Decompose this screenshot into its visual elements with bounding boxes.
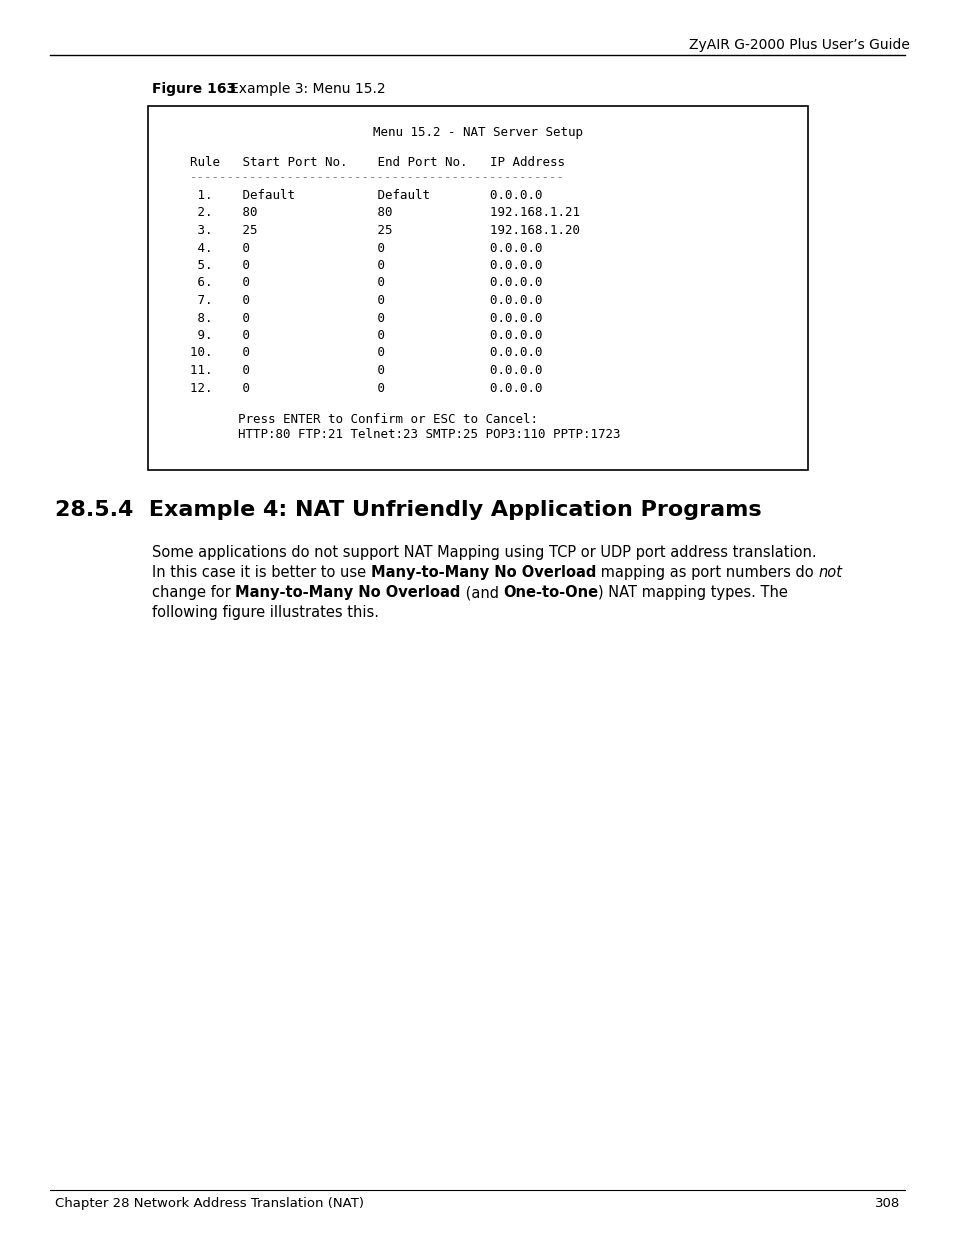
Text: One-to-One: One-to-One: [503, 585, 598, 600]
Text: change for: change for: [152, 585, 235, 600]
Text: not: not: [818, 564, 841, 580]
Text: Figure 163: Figure 163: [152, 82, 236, 96]
Text: ) NAT mapping types. The: ) NAT mapping types. The: [598, 585, 787, 600]
Text: following figure illustrates this.: following figure illustrates this.: [152, 605, 378, 620]
Text: Some applications do not support NAT Mapping using TCP or UDP port address trans: Some applications do not support NAT Map…: [152, 545, 816, 559]
Text: mapping as port numbers do: mapping as port numbers do: [596, 564, 818, 580]
Text: 308: 308: [874, 1197, 899, 1210]
Text: Example 3: Menu 15.2: Example 3: Menu 15.2: [230, 82, 385, 96]
Text: 11.    0                 0              0.0.0.0: 11. 0 0 0.0.0.0: [190, 364, 542, 377]
Text: Many-to-Many No Overload: Many-to-Many No Overload: [235, 585, 460, 600]
Text: 3.    25                25             192.168.1.20: 3. 25 25 192.168.1.20: [190, 224, 579, 237]
Text: Rule   Start Port No.    End Port No.   IP Address: Rule Start Port No. End Port No. IP Addr…: [190, 156, 564, 169]
Text: 9.    0                 0              0.0.0.0: 9. 0 0 0.0.0.0: [190, 329, 542, 342]
Text: 6.    0                 0              0.0.0.0: 6. 0 0 0.0.0.0: [190, 277, 542, 289]
Text: 4.    0                 0              0.0.0.0: 4. 0 0 0.0.0.0: [190, 242, 542, 254]
Text: 10.    0                 0              0.0.0.0: 10. 0 0 0.0.0.0: [190, 347, 542, 359]
Text: Many-to-Many No Overload: Many-to-Many No Overload: [371, 564, 596, 580]
Text: (and: (and: [460, 585, 503, 600]
Text: Press ENTER to Confirm or ESC to Cancel:: Press ENTER to Confirm or ESC to Cancel:: [237, 412, 537, 426]
Text: 1.    Default           Default        0.0.0.0: 1. Default Default 0.0.0.0: [190, 189, 542, 203]
Text: 5.    0                 0              0.0.0.0: 5. 0 0 0.0.0.0: [190, 259, 542, 272]
Text: HTTP:80 FTP:21 Telnet:23 SMTP:25 POP3:110 PPTP:1723: HTTP:80 FTP:21 Telnet:23 SMTP:25 POP3:11…: [237, 429, 619, 441]
Text: 7.    0                 0              0.0.0.0: 7. 0 0 0.0.0.0: [190, 294, 542, 308]
Text: Chapter 28 Network Address Translation (NAT): Chapter 28 Network Address Translation (…: [55, 1197, 364, 1210]
Text: 2.    80                80             192.168.1.21: 2. 80 80 192.168.1.21: [190, 206, 579, 220]
Text: In this case it is better to use: In this case it is better to use: [152, 564, 371, 580]
Text: ZyAIR G-2000 Plus User’s Guide: ZyAIR G-2000 Plus User’s Guide: [688, 38, 909, 52]
Text: 28.5.4  Example 4: NAT Unfriendly Application Programs: 28.5.4 Example 4: NAT Unfriendly Applica…: [55, 500, 760, 520]
Bar: [148, 106, 807, 471]
Text: Menu 15.2 - NAT Server Setup: Menu 15.2 - NAT Server Setup: [373, 126, 582, 140]
Text: 12.    0                 0              0.0.0.0: 12. 0 0 0.0.0.0: [190, 382, 542, 394]
Text: 8.    0                 0              0.0.0.0: 8. 0 0 0.0.0.0: [190, 311, 542, 325]
Text: --------------------------------------------------: ----------------------------------------…: [190, 170, 564, 184]
